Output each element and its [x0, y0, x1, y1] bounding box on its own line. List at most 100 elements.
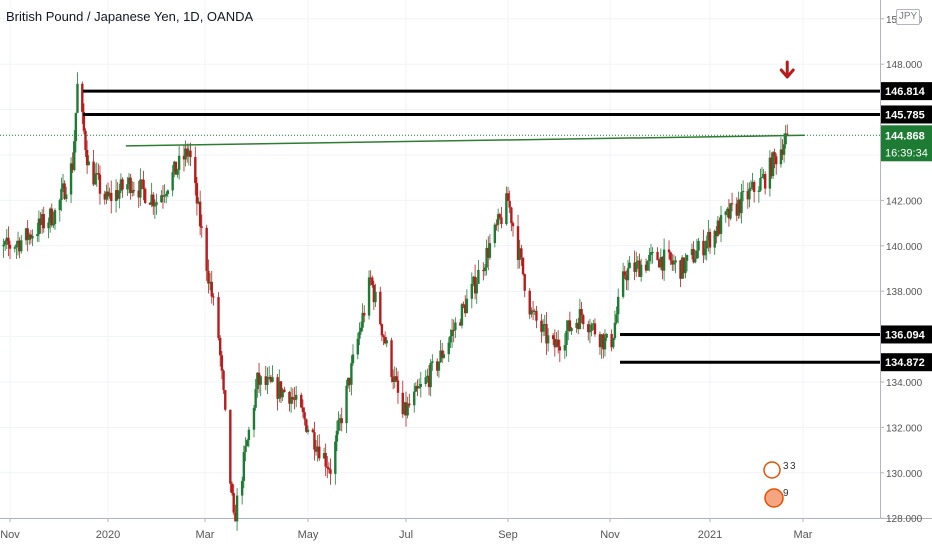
candle-body — [379, 291, 382, 325]
candle-body — [82, 111, 86, 131]
x-tick-label: Nov — [0, 529, 20, 541]
candle-body — [212, 296, 215, 298]
candle-body — [612, 338, 615, 348]
candle-body — [165, 193, 168, 196]
candle-body — [757, 190, 761, 192]
candle-body — [7, 237, 10, 245]
candle-body — [127, 177, 131, 185]
candle-body — [726, 208, 729, 212]
candle-body — [727, 208, 731, 219]
candle-body — [724, 211, 727, 216]
candle-body — [131, 190, 134, 193]
level-label-bg — [881, 82, 932, 101]
candle-body — [110, 192, 113, 202]
y-tick-label: 148.000 — [886, 60, 923, 71]
candle-body — [454, 322, 457, 331]
candle-body — [510, 207, 513, 224]
candle-body — [195, 183, 199, 204]
candle-body — [649, 252, 653, 255]
candle-body — [345, 385, 348, 424]
level-label: 136.094 — [885, 329, 926, 341]
candle-body — [92, 161, 95, 185]
candle-body — [257, 372, 261, 385]
candle-body — [707, 231, 710, 241]
candle-body — [289, 397, 293, 404]
candle-body — [87, 161, 90, 166]
candle-body — [291, 397, 295, 400]
x-tick-label: Sep — [498, 529, 518, 541]
candle-body — [746, 191, 750, 200]
candle-body — [81, 83, 84, 112]
x-tick-label: Jul — [399, 529, 413, 541]
candle-body — [58, 200, 62, 211]
candle-body — [578, 309, 582, 329]
candle-body — [472, 276, 475, 284]
candle-body — [108, 192, 111, 197]
candle-body — [771, 152, 775, 177]
candle-body — [680, 257, 684, 279]
candle-body — [367, 277, 371, 316]
candle-body — [598, 334, 602, 348]
y-tick-label: 142.000 — [886, 196, 923, 207]
candle-body — [784, 133, 787, 145]
candle-body — [142, 179, 145, 190]
candle-body — [531, 310, 535, 312]
candle-body — [600, 334, 603, 348]
candle-body — [16, 240, 20, 245]
candle-body — [644, 264, 648, 271]
candle-body — [751, 181, 754, 188]
candle-body — [395, 376, 398, 381]
candle-body — [628, 262, 631, 269]
candle-body — [76, 83, 79, 113]
candle-body — [424, 377, 427, 385]
candle-body — [163, 195, 166, 197]
candle-body — [570, 327, 573, 332]
candle-body — [218, 338, 222, 356]
candle-body — [316, 446, 319, 452]
candle-body — [528, 290, 531, 315]
candle-body — [350, 363, 353, 385]
candle-body — [662, 249, 666, 271]
candle-body — [694, 258, 697, 263]
candle-body — [577, 322, 580, 329]
candle-body — [246, 440, 249, 447]
candle-body — [247, 429, 251, 441]
trendline — [125, 134, 805, 147]
candle-body — [602, 334, 605, 350]
candle-body — [74, 112, 78, 142]
candle-body — [482, 269, 485, 272]
candle-body — [535, 310, 538, 321]
candle-body — [737, 199, 740, 216]
candle-body — [775, 156, 778, 165]
current-price-label: 144.868 — [885, 130, 925, 142]
level-label: 146.814 — [885, 86, 926, 98]
candle-body — [541, 324, 545, 332]
currency-badge[interactable]: JPY — [896, 9, 920, 25]
candle-body — [566, 320, 570, 331]
level-label: 145.785 — [885, 109, 925, 121]
candle-body — [126, 184, 129, 190]
candle-body — [264, 376, 267, 385]
candle-body — [685, 255, 689, 261]
candle-body — [760, 177, 764, 179]
candle-body — [36, 234, 39, 236]
candle-body — [95, 173, 98, 175]
level-label-bg — [881, 105, 932, 124]
candle-body — [568, 320, 572, 332]
candle-body — [84, 130, 87, 150]
current-price-label-bg — [881, 125, 932, 162]
candle-body — [327, 467, 331, 470]
candle-body — [735, 203, 738, 216]
candle-body — [546, 335, 550, 344]
candle-body — [592, 323, 595, 325]
candle-body — [103, 193, 106, 200]
candle-body — [730, 203, 734, 205]
candle-body — [61, 183, 65, 189]
candle-body — [278, 381, 281, 399]
footer-mark: 3 — [783, 461, 789, 472]
candle-body — [450, 329, 454, 337]
candle-body — [197, 201, 200, 204]
candle-body — [533, 310, 536, 312]
